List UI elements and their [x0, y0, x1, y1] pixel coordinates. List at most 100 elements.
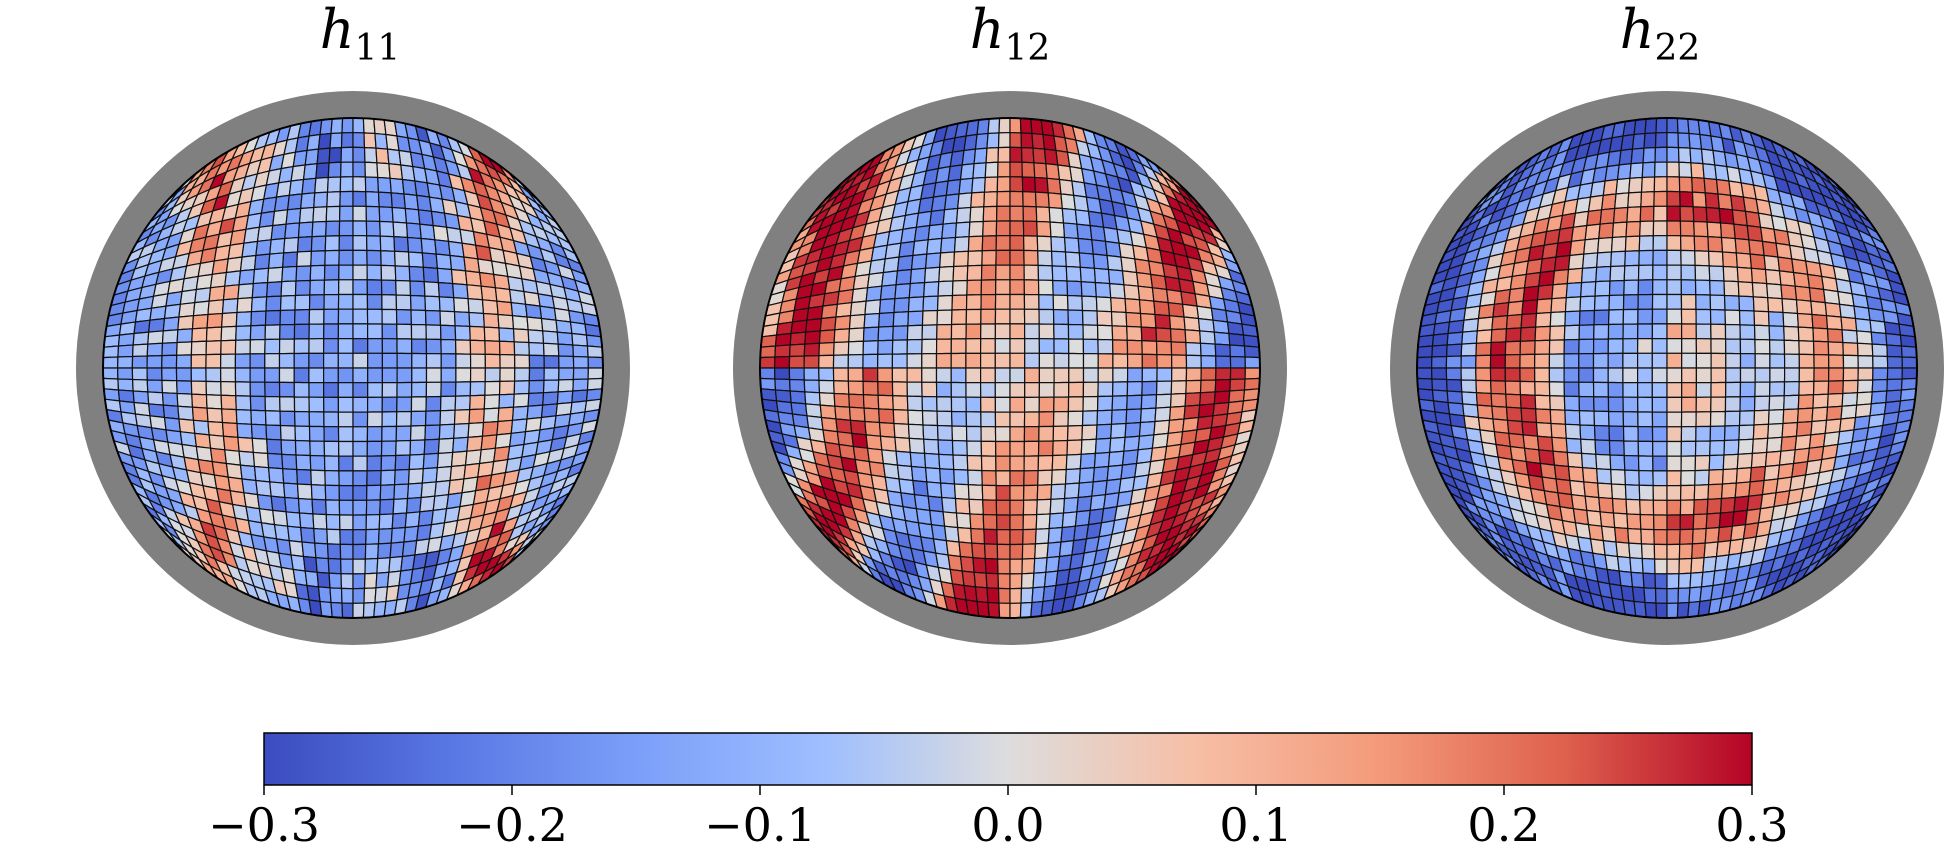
cell	[237, 282, 254, 300]
cell	[995, 205, 1011, 222]
cell	[390, 192, 406, 210]
cell	[392, 497, 409, 515]
cell	[1739, 352, 1756, 369]
cell	[1539, 256, 1557, 274]
cell	[419, 495, 436, 513]
cell	[876, 367, 894, 383]
cell	[1798, 353, 1815, 369]
cell	[463, 256, 481, 274]
cell	[1680, 279, 1697, 296]
cell	[366, 440, 383, 457]
cell	[1691, 191, 1707, 209]
cell	[1666, 367, 1683, 384]
cell	[250, 409, 267, 426]
cell	[965, 323, 982, 340]
cell	[310, 250, 326, 267]
cell	[864, 420, 882, 437]
cell	[405, 496, 422, 514]
cell	[986, 132, 1000, 149]
cell	[1154, 406, 1172, 423]
cell	[238, 268, 256, 286]
cell	[1666, 264, 1682, 281]
cell	[340, 587, 354, 604]
cell	[1023, 425, 1040, 443]
cell	[340, 146, 354, 163]
cell	[1533, 367, 1551, 383]
cell	[1061, 207, 1078, 225]
cell	[469, 367, 487, 383]
cell	[1475, 379, 1492, 395]
cell	[309, 454, 326, 472]
cell	[309, 279, 326, 296]
cell	[1155, 327, 1172, 343]
cell	[1068, 352, 1085, 369]
cell	[352, 146, 366, 163]
cell	[1460, 342, 1478, 357]
cell	[954, 497, 971, 515]
cell	[862, 353, 879, 369]
cell	[1475, 354, 1492, 369]
cell	[1813, 353, 1830, 369]
cell	[1053, 381, 1070, 398]
cell	[1886, 355, 1903, 369]
cell	[284, 222, 301, 240]
cell	[759, 377, 777, 391]
cell	[176, 380, 193, 395]
cell	[453, 422, 470, 439]
cell	[1810, 300, 1828, 317]
cell	[1563, 381, 1580, 398]
cell	[293, 323, 310, 340]
cell	[279, 424, 297, 442]
cell	[1081, 309, 1099, 326]
cell	[955, 512, 972, 530]
cell	[847, 353, 864, 369]
cell	[325, 220, 341, 237]
cell	[309, 264, 326, 282]
cell	[1653, 543, 1668, 560]
cell	[951, 425, 968, 442]
cell	[907, 296, 925, 313]
cell	[1584, 223, 1601, 241]
cell	[221, 408, 238, 425]
cell	[1504, 367, 1521, 383]
cell	[965, 425, 982, 442]
cell	[1710, 323, 1727, 340]
cell	[1623, 279, 1640, 296]
cell	[935, 338, 953, 355]
cell	[1036, 235, 1053, 252]
cell	[892, 325, 909, 341]
cell	[976, 600, 990, 618]
cell	[1811, 313, 1829, 330]
cell	[820, 303, 839, 320]
cell	[279, 294, 297, 312]
cell	[338, 499, 354, 516]
cell	[1563, 353, 1580, 369]
cell	[1199, 391, 1216, 406]
cell	[323, 352, 339, 369]
cell	[965, 338, 982, 354]
cell	[250, 296, 268, 313]
cell	[264, 395, 281, 412]
cell	[280, 280, 297, 297]
cell	[308, 308, 325, 325]
cell	[1710, 338, 1727, 355]
cell	[981, 469, 997, 487]
cell	[558, 355, 575, 369]
cell	[338, 249, 354, 266]
cell	[1676, 117, 1690, 135]
cell	[1565, 437, 1583, 455]
cell	[1519, 394, 1537, 410]
cell	[834, 405, 852, 421]
cell	[377, 191, 393, 209]
cell	[1653, 558, 1668, 575]
cell	[1229, 378, 1246, 392]
cell	[1199, 330, 1216, 345]
cell	[910, 253, 928, 271]
cell	[1586, 509, 1603, 527]
cell	[1719, 222, 1736, 240]
cell	[310, 235, 327, 252]
cell	[1141, 367, 1158, 383]
cell	[1651, 426, 1668, 443]
cell	[1067, 396, 1084, 413]
panel-title-h22: h22	[1619, 0, 1701, 69]
